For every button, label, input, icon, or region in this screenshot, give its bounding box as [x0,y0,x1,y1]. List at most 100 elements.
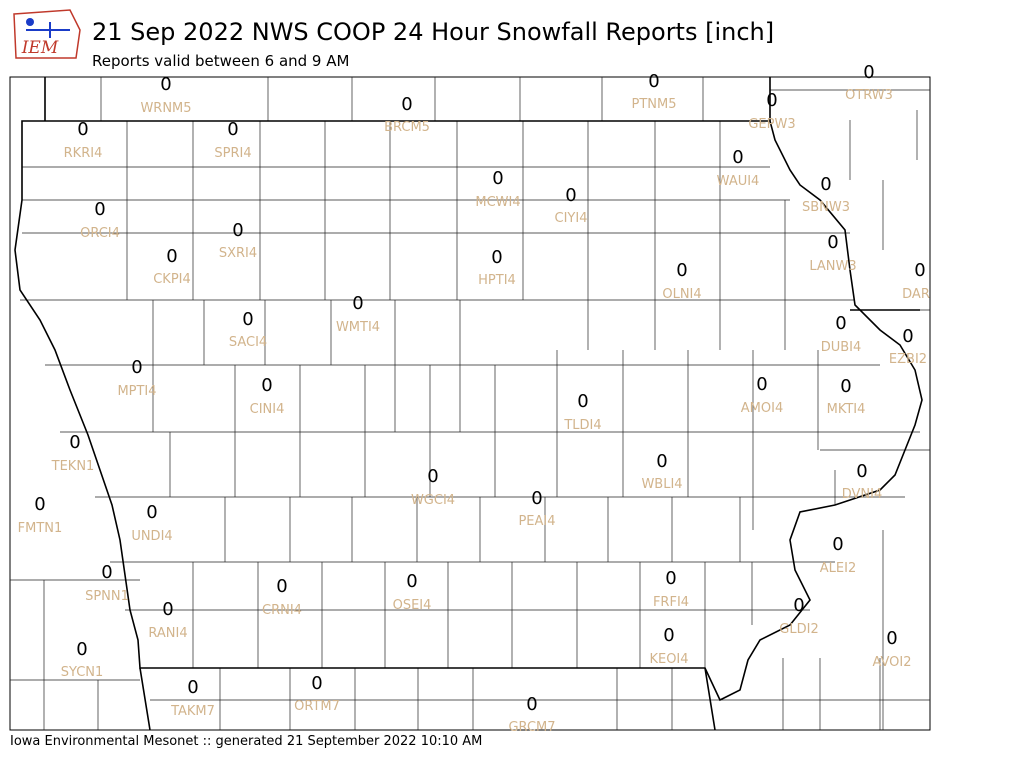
station-value: 0 [565,185,576,206]
station-value: 0 [311,673,322,694]
station-id: SBNW3 [802,200,850,215]
station: 0 ORTM7 [294,673,340,714]
station: 0 SXRI4 [219,220,257,261]
station: 0 WAUI4 [717,147,760,189]
station: 0 EZBI2 [889,326,927,367]
station-id: PEAI4 [518,514,555,529]
station-value: 0 [840,376,851,397]
station-id: CINI4 [250,402,285,417]
station: 0 GLDI2 [779,595,818,637]
station-id: WMTI4 [336,320,380,335]
station-value: 0 [856,461,867,482]
station-id: WGCI4 [411,493,455,508]
station-id: WRNM5 [140,101,191,116]
station: 0 FMTN1 [18,494,63,536]
station-value: 0 [648,71,659,92]
station: 0 PTNM5 [632,71,677,112]
station: 0 AVOI2 [872,628,911,670]
station-value: 0 [902,326,913,347]
station-id: AMOI4 [741,401,783,416]
state-border [14,120,923,702]
station-value: 0 [227,119,238,140]
map-area [9,76,931,731]
station-id: TEKN1 [51,459,95,474]
station: 0 FRFI4 [653,568,689,610]
station-id: ORTM7 [294,699,340,714]
station-id: DAR [902,287,930,302]
station-id: ALEI2 [820,561,856,576]
station-id: CIYI4 [555,211,588,226]
station: 0 HPTI4 [478,247,516,288]
station: 0 TEKN1 [51,432,95,474]
station-id: BRCM5 [384,120,430,135]
station-id: GEPW3 [748,117,795,132]
station-value: 0 [665,568,676,589]
station-value: 0 [77,119,88,140]
station-value: 0 [146,502,157,523]
station-id: DUBI4 [821,340,862,355]
station: 0 DUBI4 [821,313,862,355]
station: 0 RANI4 [148,599,187,641]
station-id: GRCM7 [508,720,555,735]
station-id: WAUI4 [717,174,760,189]
station: 0 SBNW3 [802,174,850,215]
station: 0 MCWI4 [475,168,520,210]
station-value: 0 [76,639,87,660]
station: 0 LANW3 [809,232,856,274]
station: 0 GEPW3 [748,90,795,132]
station-value: 0 [531,488,542,509]
station: 0 CRNI4 [262,576,302,618]
station: 0 TLDI4 [563,391,601,433]
station: 0 UNDI4 [131,502,172,544]
station: 0 AMOI4 [741,374,783,416]
station-id: SYCN1 [61,665,104,680]
logo-text: IEM [21,38,59,58]
station-value: 0 [162,599,173,620]
station: 0 WGCI4 [411,466,455,508]
stations: 0 WRNM5 0 BRCM5 0 PTNM5 0 OTRW3 0 GEPW3 0 RKRI4 0 SPR… [18,62,930,735]
station-id: GLDI2 [779,622,818,637]
station-id: PTNM5 [632,97,677,112]
station: 0 CKPI4 [153,246,191,287]
station-value: 0 [835,313,846,334]
station-value: 0 [69,432,80,453]
station-value: 0 [401,94,412,115]
station: 0 CIYI4 [555,185,588,226]
station-value: 0 [663,625,674,646]
station-id: CRNI4 [262,603,302,618]
station-id: AVOI2 [872,655,911,670]
station: 0 BRCM5 [384,94,430,135]
station: 0 ALEI2 [820,534,856,576]
title: 21 Sep 2022 NWS COOP 24 Hour Snowfall Re… [92,18,774,46]
station: 0 OSEI4 [393,571,432,613]
station-id: UNDI4 [131,529,172,544]
subtitle: Reports valid between 6 and 9 AM [92,52,349,70]
station-value: 0 [491,247,502,268]
station-id: FMTN1 [18,521,63,536]
station: 0 SPNN1 [85,562,129,604]
station-value: 0 [34,494,45,515]
station-value: 0 [756,374,767,395]
station-id: SXRI4 [219,246,257,261]
station: 0 WMTI4 [336,293,380,335]
station-value: 0 [276,576,287,597]
station-id: SPNN1 [85,589,129,604]
station-value: 0 [914,260,925,281]
station-value: 0 [427,466,438,487]
station-id: CKPI4 [153,272,191,287]
station-id: MPTI4 [117,384,156,399]
footer: Iowa Environmental Mesonet :: generated … [10,734,482,749]
station: 0 ORCI4 [80,199,120,241]
station: 0 RKRI4 [64,119,103,161]
station-value: 0 [101,562,112,583]
station-id: SPRI4 [214,146,251,161]
station-id: FRFI4 [653,595,689,610]
station-value: 0 [832,534,843,555]
station-value: 0 [820,174,831,195]
station: 0 PEAI4 [518,488,555,529]
station-id: MKTI4 [827,402,866,417]
station-id: KEOI4 [649,652,688,667]
station-value: 0 [793,595,804,616]
station-value: 0 [732,147,743,168]
station: 0 KEOI4 [649,625,688,667]
